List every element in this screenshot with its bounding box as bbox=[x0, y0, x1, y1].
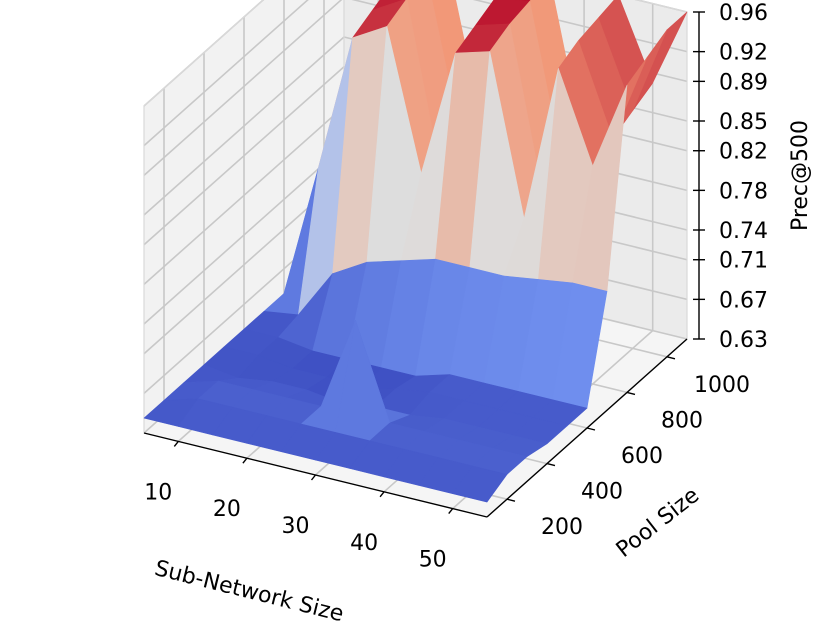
z-tick-label: 0.82 bbox=[719, 140, 768, 165]
x-tick-label: 10 bbox=[144, 480, 172, 505]
z-tick-label: 0.92 bbox=[719, 41, 768, 66]
x-tick bbox=[379, 491, 385, 498]
z-grid-left bbox=[143, 36, 345, 216]
surface-patch bbox=[452, 465, 508, 503]
z-tick-label: 0.85 bbox=[719, 110, 768, 135]
surface bbox=[143, 0, 688, 503]
y-axis-title: Pool Size bbox=[612, 483, 704, 563]
y-tick bbox=[506, 498, 516, 502]
x-tick-label: 30 bbox=[282, 514, 310, 539]
y-tick-label: 400 bbox=[581, 480, 623, 505]
x-tick bbox=[448, 508, 454, 515]
z-tick-label: 0.89 bbox=[719, 70, 768, 95]
pane-edge bbox=[143, 0, 265, 107]
y-tick bbox=[666, 356, 676, 360]
y-tick bbox=[586, 427, 596, 431]
z-tick-label: 0.71 bbox=[719, 249, 768, 274]
x-tick bbox=[310, 474, 317, 481]
x-tick bbox=[173, 440, 179, 447]
z-grid-left bbox=[143, 0, 343, 176]
z-tick-label: 0.67 bbox=[719, 288, 768, 313]
y-tick-label: 600 bbox=[621, 444, 663, 469]
z-grid-left bbox=[143, 105, 345, 285]
z-grid-left bbox=[143, 66, 345, 246]
x-tick-label: 20 bbox=[213, 497, 241, 522]
y-tick bbox=[626, 391, 636, 396]
x-tick-label: 40 bbox=[350, 531, 378, 556]
x-tick bbox=[242, 457, 248, 464]
z-tick-label: 0.78 bbox=[719, 179, 768, 204]
z-tick-label: 0.63 bbox=[719, 328, 768, 353]
x-tick-label: 50 bbox=[419, 548, 447, 573]
z-axis-title: Prec@500 bbox=[788, 120, 813, 231]
y-tick-label: 1000 bbox=[694, 373, 750, 398]
y-tick-label: 200 bbox=[541, 515, 583, 540]
y-tick bbox=[546, 462, 556, 467]
x-axis-title: Sub-Network Size bbox=[152, 556, 346, 623]
z-tick-label: 0.74 bbox=[719, 219, 768, 244]
y-tick-label: 800 bbox=[661, 408, 703, 433]
z-tick-label: 0.96 bbox=[719, 1, 768, 26]
z-grid-left bbox=[143, 0, 309, 147]
z-grid-left bbox=[143, 145, 345, 325]
